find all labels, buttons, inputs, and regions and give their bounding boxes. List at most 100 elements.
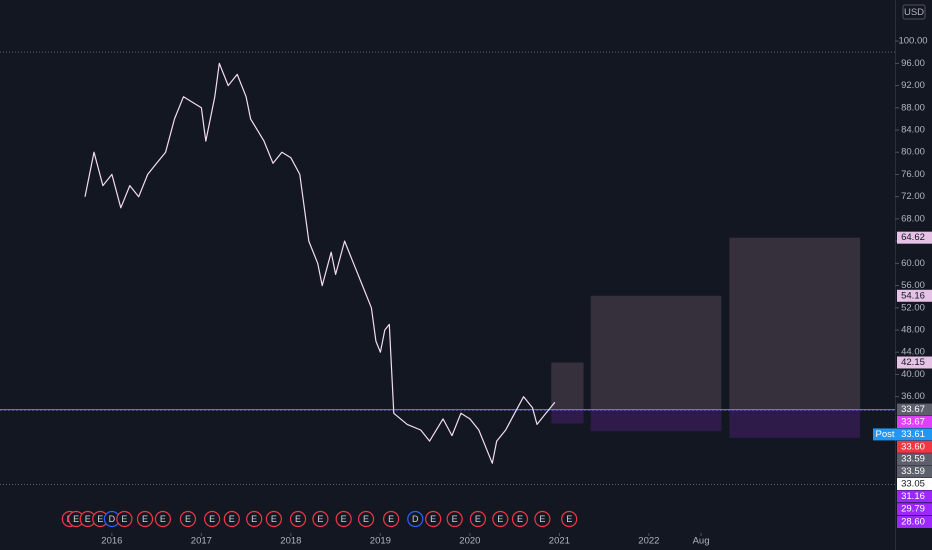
forecast-low-label: 28.60: [901, 517, 925, 528]
event-marker[interactable]: [116, 510, 133, 528]
price-tag-label: 33.05: [901, 479, 925, 490]
price-tag: [897, 416, 932, 429]
event-label: E: [73, 514, 79, 524]
forecast-high-label: 54.16: [901, 290, 925, 301]
event-label: E: [430, 514, 436, 524]
forecast-low-tag: [897, 490, 932, 503]
y-tick-label: 72.00: [901, 191, 925, 202]
event-label: E: [185, 514, 191, 524]
price-tag: [897, 453, 932, 466]
x-tick-label: 2019: [370, 536, 391, 547]
x-tick-label: Aug: [693, 536, 710, 547]
price-tag: [897, 428, 932, 441]
x-tick-label: 2017: [191, 536, 212, 547]
y-tick-label: 84.00: [901, 125, 925, 136]
y-tick-label: 68.00: [901, 213, 925, 224]
price-tag-label: 33.59: [901, 454, 925, 465]
y-tick-label: 92.00: [901, 80, 925, 91]
event-label: D: [109, 514, 116, 524]
event-label: E: [142, 514, 148, 524]
x-tick-label: 2016: [101, 536, 122, 547]
event-marker[interactable]: [383, 510, 400, 528]
y-tick-label: 100.00: [898, 36, 927, 47]
price-tag-label: 33.61: [901, 429, 925, 440]
event-label: E: [121, 514, 127, 524]
event-marker[interactable]: [446, 510, 463, 528]
y-tick-label: 56.00: [901, 280, 925, 291]
price-tag: [897, 403, 932, 416]
price-line: [84, 62, 556, 464]
event-marker[interactable]: [265, 510, 282, 528]
forecast-low-label: 29.79: [901, 504, 925, 515]
event-marker[interactable]: [425, 510, 442, 528]
forecast-high-label: 64.62: [901, 232, 925, 243]
event-marker[interactable]: [561, 510, 578, 528]
event-marker[interactable]: [492, 510, 509, 528]
event-label: E: [251, 514, 257, 524]
forecast-low-box: [729, 409, 861, 438]
y-tick-label: 80.00: [901, 147, 925, 158]
event-label: E: [363, 514, 369, 524]
event-label: D: [412, 514, 419, 524]
forecast-high-tag: [897, 356, 932, 369]
currency-label: USD: [904, 7, 924, 18]
forecast-low-label: 31.16: [901, 491, 925, 502]
price-tag-prefix-box: [873, 428, 897, 441]
event-marker[interactable]: [204, 510, 221, 528]
currency-box[interactable]: [902, 4, 926, 20]
price-tag-label: 33.60: [901, 441, 925, 452]
price-tag: [897, 440, 932, 453]
event-label: E: [209, 514, 215, 524]
forecast-high-box: [590, 295, 722, 410]
event-label: E: [566, 514, 572, 524]
event-marker[interactable]: [469, 510, 487, 528]
y-tick-label: 96.00: [901, 58, 925, 69]
event-label: E: [539, 514, 545, 524]
y-tick-label: 44.00: [901, 347, 925, 358]
event-marker[interactable]: [511, 510, 529, 528]
y-tick-label: 48.00: [901, 325, 925, 336]
event-marker[interactable]: [312, 510, 329, 528]
y-tick-label: 52.00: [901, 302, 925, 313]
price-tag-prefix: Post: [875, 429, 894, 440]
forecast-low-box: [590, 409, 722, 432]
y-tick-label: 36.00: [901, 391, 925, 402]
event-marker[interactable]: [335, 510, 352, 528]
event-label: E: [388, 514, 394, 524]
forecast-low-tag: [897, 516, 932, 529]
event-label: E: [229, 514, 235, 524]
event-label: E: [475, 514, 481, 524]
price-tag-label: 33.59: [901, 466, 925, 477]
forecast-high-tag: [897, 289, 932, 302]
y-tick-label: 60.00: [901, 258, 925, 269]
event-label: E: [295, 514, 301, 524]
y-tick-label: 40.00: [901, 369, 925, 380]
event-marker[interactable]: [154, 510, 171, 528]
event-marker[interactable]: [289, 510, 307, 528]
event-marker[interactable]: [407, 510, 424, 528]
event-label: E: [452, 514, 458, 524]
price-tag: [897, 478, 932, 491]
event-marker[interactable]: [179, 510, 197, 528]
event-marker[interactable]: [357, 510, 375, 528]
event-label: E: [497, 514, 503, 524]
y-tick-label: 88.00: [901, 102, 925, 113]
x-tick-label: 2018: [280, 536, 301, 547]
y-tick-label: 76.00: [901, 169, 925, 180]
price-tag: [897, 465, 932, 478]
x-tick-label: 2020: [459, 536, 480, 547]
forecast-high-box: [729, 237, 861, 410]
forecast-low-box: [551, 409, 584, 424]
forecast-high-tag: [897, 231, 932, 244]
event-label: E: [517, 514, 523, 524]
event-label: E: [85, 514, 91, 524]
event-marker[interactable]: [246, 510, 263, 528]
event-label: E: [97, 514, 103, 524]
event-marker[interactable]: [534, 510, 551, 528]
event-label: E: [271, 514, 277, 524]
event-marker[interactable]: [223, 510, 240, 528]
event-label: E: [317, 514, 323, 524]
event-marker[interactable]: [136, 510, 154, 528]
forecast-high-box: [551, 362, 584, 410]
